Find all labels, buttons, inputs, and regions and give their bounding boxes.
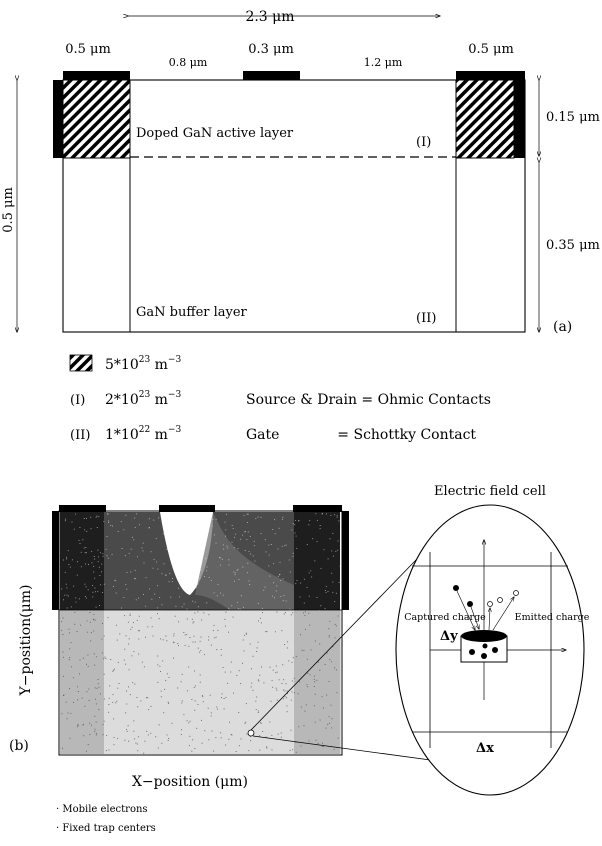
ohmic-contacts-note: Source & Drain = Ohmic Contacts [246,392,491,408]
active-region-mark: (I) [416,135,431,150]
legend-row-3-value: 1*1022 m−3 [105,425,181,443]
gate-contact [243,71,300,80]
panel-a: 2.3 μm 0.5 μm 0.8 μm 0.3 μm 1.2 μm 0.5 μ… [1,9,600,335]
source-electron-cloud [60,512,104,610]
drain-electron-cloud [294,512,340,610]
sim-source-contact [59,505,106,512]
electron-speckles [61,513,341,754]
electric-field-cell-inset: Electric field cell [395,484,590,796]
sim-drain-contact [293,505,342,512]
source-width-label: 0.5 μm [65,42,111,57]
legend-row-1-value: 5*1023 m−3 [105,355,181,373]
x-axis-label: X−position (μm) [132,774,248,790]
buffer-source-column [60,610,104,754]
drain-contact [456,71,525,80]
source-contact [63,71,130,80]
drain-width-label: 0.5 μm [468,42,514,57]
source-doped-region [62,79,131,159]
active-thickness-label: 0.15 μm [546,110,600,125]
fixed-trap-legend: · Fixed trap centers [56,823,156,834]
buffer-thickness-label: 0.35 μm [546,238,600,253]
gate-width-label: 0.3 μm [248,42,294,57]
inset-title: Electric field cell [434,484,546,499]
legend-row-3-key: (II) [70,428,90,443]
channel-transition [195,512,294,610]
schottky-contact-note: Gate = Schottky Contact [246,427,476,443]
panel-a-label: (a) [553,319,572,335]
y-axis-label: Y−position(μm) [18,585,34,697]
delta-x-label: Δx [476,741,494,756]
zoom-line-top [250,527,448,731]
zoom-spot [247,729,255,737]
legend-row-2-key: (I) [70,393,85,408]
sim-gate-contact [159,505,215,512]
active-layer-label: Doped GaN active layer [136,126,294,141]
drain-side-contact [514,80,525,158]
panel-b-label: (b) [9,738,29,754]
panel-b: Y−position(μm) X−position (μm) (b) Elect… [9,484,590,834]
doping-legend: 5*1023 m−3 (I) 2*1023 m−3 Source & Drain… [69,354,491,443]
delta-y-label: Δy [440,629,458,644]
legend-row-2-value: 2*1023 m−3 [105,390,181,408]
captured-charge-label: Captured charge [404,612,486,623]
total-height-label: 0.5 μm [1,187,16,233]
zoom-line-bottom [252,735,446,763]
hatch-swatch [69,354,93,372]
drain-doped-region [455,79,515,159]
sim-drain-side [342,511,349,610]
buffer-drain-column [294,610,340,754]
buffer-region-mark: (II) [416,311,436,326]
mobile-electrons-legend: · Mobile electrons [56,804,148,815]
trap-cap [461,630,507,642]
source-side-contact [53,80,63,158]
emitted-charge-label: Emitted charge [515,612,590,623]
source-gate-gap-label: 0.8 μm [169,56,208,69]
total-width-label: 2.3 μm [245,9,294,25]
buffer-layer-label: GaN buffer layer [136,305,248,320]
gate-drain-gap-label: 1.2 μm [364,56,403,69]
sim-source-side [52,511,59,610]
total-width-dimension: 2.3 μm [128,9,440,25]
